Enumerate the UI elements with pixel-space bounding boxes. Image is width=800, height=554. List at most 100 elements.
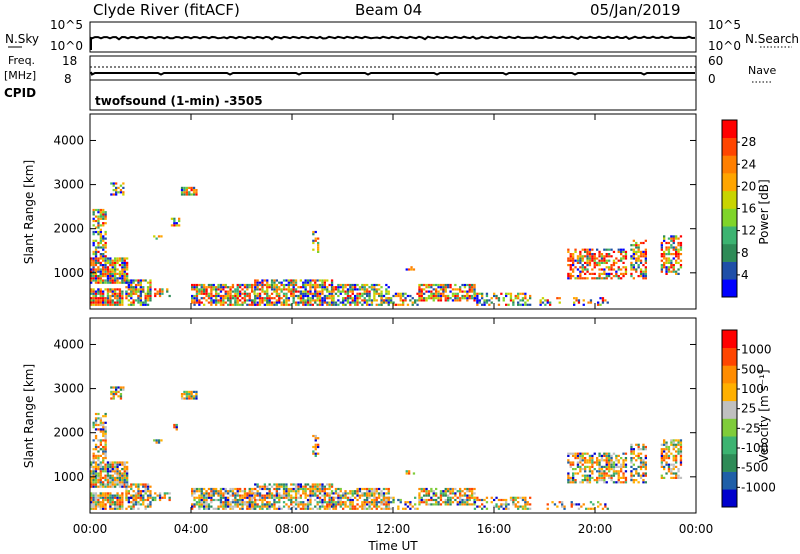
data-cell <box>92 233 95 236</box>
date-title: 05/Jan/2019 <box>590 1 681 19</box>
data-cell <box>94 259 98 262</box>
data-cell <box>198 490 201 493</box>
data-cell <box>617 259 620 262</box>
data-cell <box>317 246 320 249</box>
colorbar-segment <box>722 489 737 508</box>
data-cell <box>104 255 107 258</box>
data-cell <box>677 250 680 253</box>
data-cell <box>312 241 315 245</box>
data-cell <box>156 290 159 293</box>
data-cell <box>439 490 443 493</box>
data-cell <box>330 503 334 506</box>
data-cell <box>581 468 584 471</box>
data-cell <box>342 507 345 510</box>
data-cell <box>644 259 647 262</box>
data-cell <box>363 494 366 497</box>
data-cell <box>435 498 438 502</box>
colorbar-segment <box>722 190 737 209</box>
data-cell <box>316 297 319 300</box>
data-cell <box>166 290 169 293</box>
data-cell <box>660 465 663 468</box>
data-cell <box>572 261 575 264</box>
data-cell <box>155 441 158 444</box>
data-cell <box>370 301 374 304</box>
data-cell <box>229 487 232 491</box>
data-cell <box>660 454 663 457</box>
freq-line <box>90 71 695 76</box>
data-cell <box>302 297 305 300</box>
data-cell <box>517 297 520 300</box>
data-cell <box>447 283 450 287</box>
data-cell <box>149 496 152 499</box>
data-cell <box>261 301 264 304</box>
data-cell <box>92 259 95 262</box>
data-cell <box>109 290 112 293</box>
data-cell <box>502 299 505 302</box>
data-cell <box>248 294 251 298</box>
data-cell <box>512 299 515 302</box>
data-cell <box>229 286 232 289</box>
data-cell <box>323 487 326 491</box>
data-cell <box>439 503 443 506</box>
data-cell <box>94 257 98 260</box>
data-cell <box>275 279 278 282</box>
data-cell <box>675 237 678 240</box>
data-cell <box>104 476 107 479</box>
data-cell <box>679 248 683 251</box>
data-cell <box>483 505 486 508</box>
data-cell <box>102 459 105 462</box>
data-cell <box>451 292 455 295</box>
data-cell <box>304 483 307 486</box>
data-cell <box>126 468 129 471</box>
data-cell <box>665 461 668 464</box>
data-cell <box>380 290 383 293</box>
data-cell <box>236 288 239 291</box>
data-cell <box>584 476 587 479</box>
data-cell <box>212 507 215 510</box>
data-cell <box>94 507 98 510</box>
data-cell <box>137 492 140 495</box>
data-cell <box>471 492 474 495</box>
data-cell <box>102 297 105 300</box>
data-cell <box>314 439 317 442</box>
data-cell <box>323 494 326 497</box>
data-cell <box>637 465 640 468</box>
data-cell <box>630 264 633 267</box>
data-cell <box>615 454 618 457</box>
data-cell <box>670 441 673 444</box>
data-cell <box>121 463 124 466</box>
data-cell <box>236 297 239 300</box>
data-cell <box>311 292 314 295</box>
data-cell <box>92 261 95 264</box>
data-cell <box>198 487 201 491</box>
data-cell <box>679 476 683 479</box>
data-cell <box>231 501 235 504</box>
data-cell <box>246 501 249 504</box>
data-cell <box>670 468 673 471</box>
data-cell <box>99 468 102 471</box>
data-cell <box>521 299 525 302</box>
data-cell <box>677 261 680 264</box>
data-cell <box>106 290 110 293</box>
data-cell <box>366 290 369 293</box>
data-cell <box>97 292 100 295</box>
data-cell <box>330 281 334 284</box>
data-cell <box>368 286 371 289</box>
data-cell <box>466 498 469 502</box>
data-cell <box>476 496 479 499</box>
data-cell <box>92 448 95 451</box>
data-cell <box>109 507 112 510</box>
data-cell <box>569 266 572 269</box>
data-cell <box>598 275 601 278</box>
data-cell <box>339 290 342 293</box>
data-cell <box>229 303 232 306</box>
data-cell <box>92 279 95 282</box>
data-cell <box>667 457 671 460</box>
data-cell <box>278 299 281 302</box>
data-cell <box>461 494 464 497</box>
data-cell <box>582 303 585 306</box>
data-cell <box>588 476 592 479</box>
data-cell <box>261 297 264 300</box>
data-cell <box>258 297 262 300</box>
data-cell <box>399 292 402 295</box>
